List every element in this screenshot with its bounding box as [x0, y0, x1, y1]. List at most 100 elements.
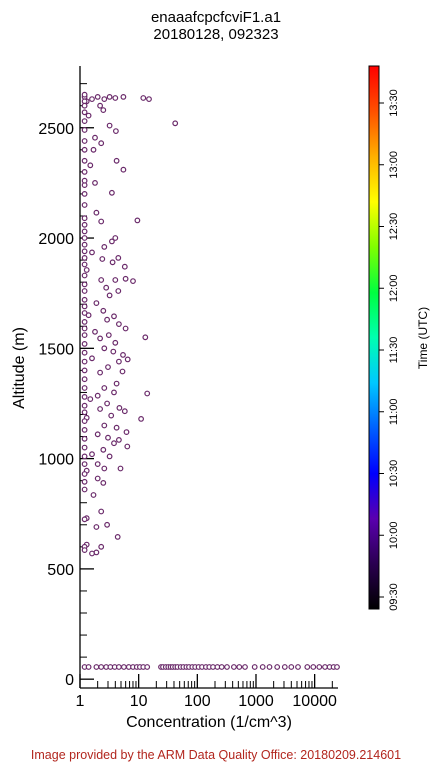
- data-point: [81, 288, 88, 294]
- data-point: [81, 516, 88, 523]
- data-point: [106, 453, 113, 460]
- data-point: [81, 394, 88, 400]
- data-point: [104, 400, 110, 407]
- data-point: [81, 168, 88, 175]
- data-point: [81, 325, 88, 332]
- data-point: [81, 332, 88, 339]
- data-point: [83, 267, 90, 273]
- data-point: [81, 102, 88, 109]
- data-point: [101, 96, 108, 102]
- plot-axes: 0 500 1000 1500 2000 2500 1 10 100 1000 10000: [38, 66, 338, 710]
- data-point: [115, 664, 122, 670]
- y-tick-label: 0: [65, 672, 74, 689]
- data-point: [85, 112, 92, 119]
- colorbar-tick-label: 12:00: [388, 275, 400, 303]
- data-point: [100, 307, 107, 314]
- data-point: [92, 134, 98, 141]
- data-point: [123, 429, 130, 436]
- data-point: [94, 431, 101, 438]
- y-tick-label: 500: [47, 562, 74, 579]
- colorbar-tick-label: 10:00: [388, 522, 400, 550]
- data-point: [120, 352, 126, 358]
- data-point: [230, 664, 237, 670]
- colorbar-tick-label: 10:30: [388, 460, 400, 488]
- colorbar-tick-label: 09:30: [388, 583, 400, 611]
- data-point: [81, 367, 88, 374]
- data-point: [144, 390, 151, 397]
- data-point: [122, 275, 129, 282]
- data-point: [242, 664, 248, 670]
- data-point: [112, 128, 119, 135]
- data-point: [101, 345, 108, 352]
- data-point: [87, 396, 94, 403]
- data-point: [93, 524, 100, 530]
- data-point: [81, 547, 88, 553]
- data-point: [81, 409, 88, 416]
- x-tick-label: 10: [130, 693, 148, 710]
- data-point: [100, 480, 107, 486]
- data-point: [89, 355, 95, 362]
- data-point: [89, 249, 95, 256]
- data-point: [119, 368, 126, 375]
- data-point: [90, 146, 97, 153]
- data-point: [106, 93, 113, 100]
- colorbar-tick-label: 13:00: [388, 151, 400, 179]
- y-axis-label: Altitude (m): [11, 327, 28, 409]
- data-point: [111, 389, 117, 396]
- data-point: [81, 281, 88, 288]
- data-point: [81, 235, 88, 241]
- data-point: [92, 179, 98, 186]
- data-point: [81, 427, 88, 433]
- data-point: [98, 664, 105, 670]
- x-tick-label: 10000: [292, 693, 337, 710]
- data-point: [89, 451, 95, 458]
- data-point: [101, 243, 108, 250]
- data-point: [122, 325, 129, 332]
- data-point: [97, 335, 103, 342]
- data-point: [109, 259, 116, 266]
- data-point: [113, 157, 120, 164]
- data-point: [81, 146, 88, 153]
- data-point: [105, 364, 111, 371]
- data-point: [101, 465, 108, 472]
- data-point: [110, 348, 117, 355]
- data-point: [281, 664, 288, 670]
- data-point: [81, 376, 88, 383]
- data-point: [124, 356, 131, 363]
- data-point: [92, 328, 98, 335]
- data-point: [89, 96, 95, 102]
- data-point: [81, 478, 88, 485]
- y-tick-label: 1000: [38, 452, 74, 469]
- data-point: [130, 278, 136, 285]
- data-point: [97, 406, 103, 412]
- data-point: [144, 664, 151, 670]
- colorbar-gradient: [368, 65, 380, 610]
- data-point: [111, 440, 117, 447]
- data-point: [112, 95, 119, 101]
- data-point: [89, 550, 95, 557]
- data-point: [113, 380, 120, 387]
- y-tick-label: 2500: [38, 121, 74, 138]
- data-point: [115, 358, 122, 365]
- data-point: [266, 664, 273, 670]
- data-point: [108, 238, 115, 245]
- data-point: [94, 475, 101, 482]
- data-point: [105, 332, 112, 339]
- data-point: [134, 217, 141, 224]
- data-point: [121, 263, 128, 270]
- data-point: [111, 313, 117, 320]
- data-point: [288, 664, 295, 670]
- data-point: [81, 241, 88, 248]
- data-point: [94, 461, 101, 468]
- data-point: [81, 341, 88, 347]
- colorbar-label: Time (UTC): [416, 307, 430, 369]
- data-point: [81, 358, 88, 365]
- data-point: [94, 392, 101, 399]
- data-point: [108, 189, 115, 196]
- data-point: [81, 310, 88, 316]
- data-point: [94, 93, 101, 100]
- data-point: [81, 471, 88, 477]
- data-point: [90, 492, 97, 498]
- data-point: [93, 664, 100, 670]
- data-point: [93, 300, 100, 307]
